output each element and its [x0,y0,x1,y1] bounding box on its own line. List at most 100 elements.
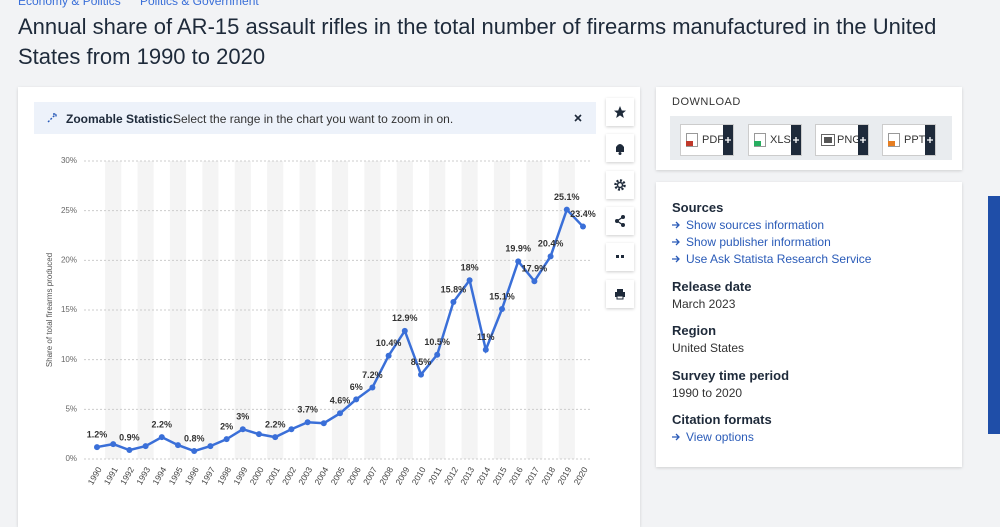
x-tick-label: 1999 [231,465,249,487]
data-label: 12.9% [392,313,418,323]
y-tick-label: 5% [65,404,77,413]
section-heading: Release date [672,279,752,294]
x-tick-label: 1994 [150,465,168,487]
x-tick-label: 1993 [134,465,152,487]
favorite-button[interactable] [606,98,634,126]
x-tick-label: 2017 [523,465,541,487]
data-point [94,444,100,451]
page-title: Annual share of AR-15 assault rifles in … [18,14,937,69]
column-band [234,161,251,459]
x-tick-label: 2007 [361,465,379,487]
data-point [580,223,586,230]
source-link[interactable]: Show sources information [686,218,825,232]
format-label: PPT [904,134,926,146]
data-label: 0.8% [184,433,205,443]
download-button[interactable]: PNG [815,124,869,156]
data-point [563,206,570,213]
breadcrumb-link[interactable]: Politics & Government [140,0,259,8]
y-tick-label: 30% [61,156,77,165]
data-point [515,258,522,265]
x-tick-label: 2015 [491,465,509,487]
data-label: 10.4% [376,338,402,348]
x-tick-label: 2020 [572,465,590,487]
data-point [272,434,279,441]
data-label: 3.7% [297,405,318,415]
data-label: 2.2% [265,420,286,430]
x-tick-label: 1992 [118,465,136,487]
close-button[interactable] [574,114,582,122]
data-label: 19.9% [505,244,531,254]
share-button[interactable] [606,207,634,235]
section-value: United States [672,341,745,355]
download-button[interactable]: PDF [680,124,734,156]
section-value: March 2023 [672,297,736,311]
data-point [482,346,489,353]
column-band [299,161,316,459]
format-label: XLS [770,134,791,146]
data-point [304,419,311,426]
y-tick-label: 20% [61,255,77,264]
data-label: 7.2% [362,370,383,380]
data-label: 3% [236,412,249,422]
source-link[interactable]: Show publisher information [686,235,831,249]
print-button[interactable] [606,280,634,308]
data-point [142,443,149,450]
zoom-icon [47,113,57,123]
column-band [558,161,575,459]
x-tick-label: 1995 [167,465,185,487]
data-point [207,443,214,450]
data-point [239,426,246,433]
download-button[interactable]: XLS [748,124,802,156]
settings-button[interactable] [606,171,634,199]
data-point [223,436,230,443]
data-point [110,441,117,448]
download-button[interactable]: PPT [882,124,936,156]
data-point [499,306,505,313]
download-title: DOWNLOAD [672,96,741,108]
x-tick-label: 2008 [377,465,395,487]
y-tick-label: 25% [61,206,77,215]
x-tick-label: 2014 [474,465,492,487]
x-tick-label: 2018 [539,465,557,487]
section-value: 1990 to 2020 [672,386,743,400]
link-arrows [672,221,680,263]
data-point [531,278,538,285]
y-tick-label: 0% [65,454,77,463]
column-band [526,161,543,459]
data-point [418,371,424,378]
data-label: 8.5% [411,357,432,367]
alert-button[interactable] [606,134,634,162]
x-tick-label: 2001 [264,465,282,487]
data-label: 11% [477,332,495,342]
data-label: 6% [350,382,363,392]
x-tick-label: 1991 [102,465,120,487]
data-label: 18% [461,263,479,273]
data-point [256,431,262,438]
breadcrumb-link[interactable]: Economy & Politics [18,0,121,8]
x-tick-label: 2011 [426,465,444,486]
x-tick-label: 2005 [329,465,347,487]
data-label: 25.1% [554,192,580,202]
column-band [202,161,219,459]
data-label: 23.4% [570,209,596,219]
data-point [158,434,165,441]
zoom-banner: Zoomable Statistic: Select the range in … [34,102,596,134]
side-banner [988,196,1000,434]
x-tick-label: 1998 [215,465,233,487]
data-point [401,327,408,334]
data-label: 10.5% [424,337,450,347]
section-heading: Region [672,323,717,338]
data-point [191,448,198,455]
data-label: 2% [220,422,233,432]
column-band [267,161,284,459]
data-point [353,396,360,403]
citation-link[interactable]: View options [686,430,754,444]
source-link[interactable]: Use Ask Statista Research Service [686,252,872,266]
data-label: 2.2% [152,420,173,430]
format-label: PDF [702,134,724,146]
data-point [288,426,295,433]
cite-button[interactable] [606,243,634,271]
x-tick-label: 2013 [458,465,476,487]
section-heading: Survey time period [672,368,790,383]
banner-label: Zoomable Statistic: [66,112,177,126]
